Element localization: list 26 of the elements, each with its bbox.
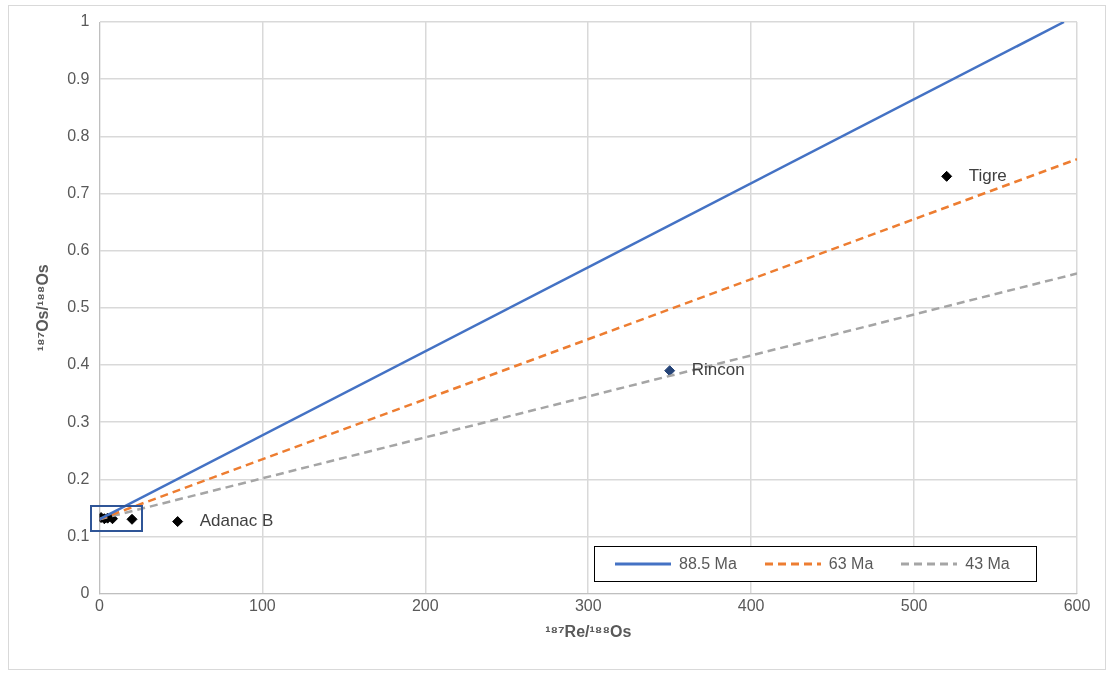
y-tick-label: 0 [80, 584, 90, 602]
x-tick-label: 500 [900, 596, 928, 614]
x-tick-label: 0 [94, 596, 104, 614]
legend-label: 63 Ma [828, 554, 874, 573]
y-tick-label: 0.1 [67, 526, 90, 544]
annotation: Adanac B [199, 511, 274, 531]
x-tick-label: 200 [411, 596, 439, 614]
y-tick-label: 0.3 [67, 412, 90, 430]
annotation: Rincon [691, 360, 745, 380]
x-tick-label: 300 [574, 596, 602, 614]
annotation: Tigre [968, 166, 1007, 186]
legend-label: 88.5 Ma [679, 554, 737, 573]
x-axis-title: ¹⁸⁷Re/¹⁸⁸Os [545, 622, 632, 640]
x-tick-label: 600 [1063, 596, 1091, 614]
y-tick-label: 0.8 [67, 126, 90, 144]
y-tick-label: 0.6 [67, 241, 90, 259]
y-axis-title: ¹⁸⁷Os/¹⁸⁸Os [34, 264, 52, 352]
y-tick-label: 0.4 [67, 355, 90, 373]
x-tick-label: 100 [249, 596, 276, 614]
y-tick-label: 1 [80, 12, 90, 30]
legend-label: 43 Ma [965, 554, 1010, 573]
y-tick-label: 0.7 [67, 183, 90, 201]
y-tick-label: 0.2 [67, 469, 90, 487]
y-tick-label: 0.9 [67, 69, 90, 87]
x-tick-label: 400 [737, 596, 765, 614]
y-tick-label: 0.5 [67, 298, 90, 316]
